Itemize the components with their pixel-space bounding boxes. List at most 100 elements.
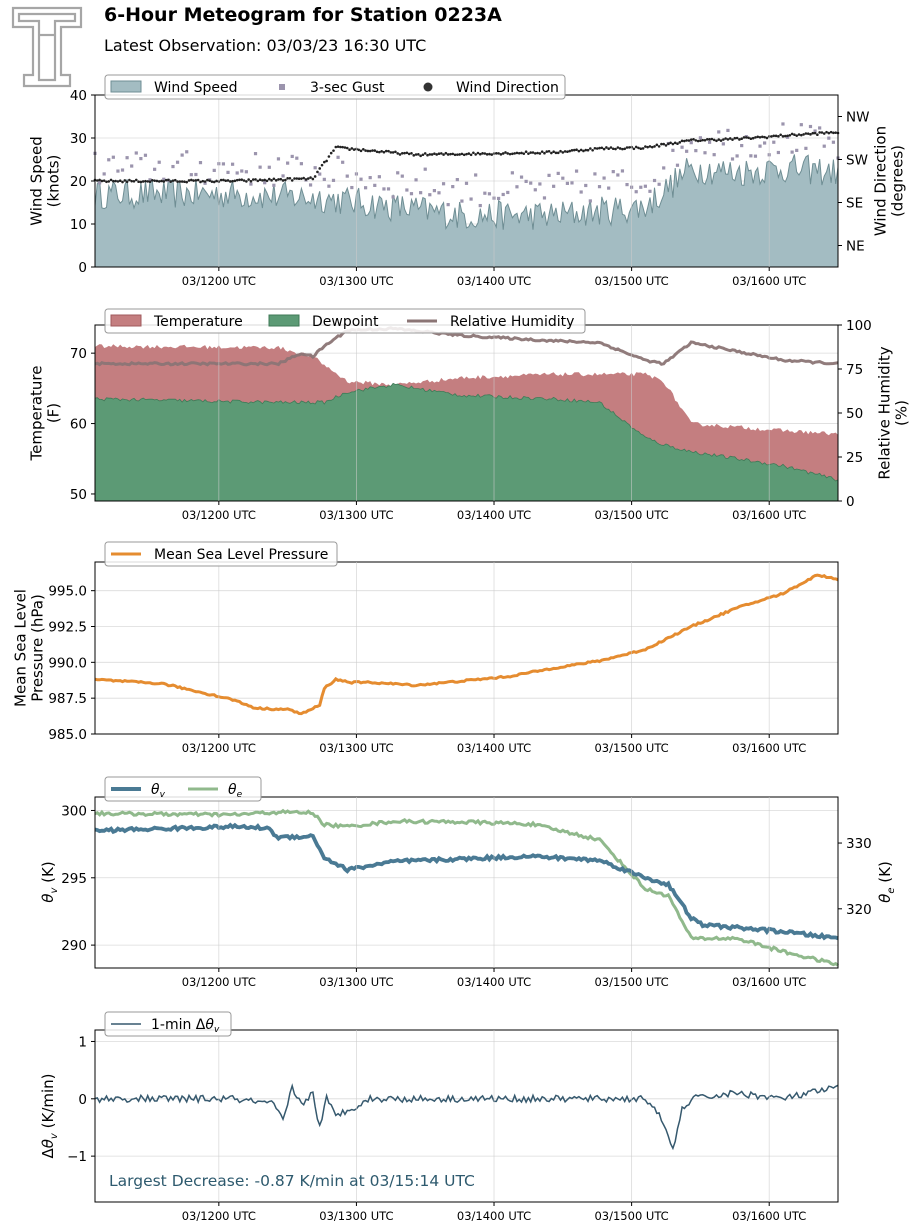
wind-direction-point xyxy=(515,151,519,155)
wind-direction-point xyxy=(577,149,581,153)
gust-marker xyxy=(662,166,666,170)
wind-direction-point xyxy=(547,149,551,153)
wind-direction-point xyxy=(112,179,115,183)
wind-direction-point xyxy=(233,179,237,183)
gust-marker xyxy=(717,130,721,134)
gust-marker xyxy=(313,166,317,170)
wind-direction-point xyxy=(378,150,381,154)
gust-marker xyxy=(652,178,657,183)
gust-marker xyxy=(703,151,707,155)
y2-tick-label: SE xyxy=(846,196,863,212)
y2-tick-label: NE xyxy=(846,239,865,255)
gust-marker xyxy=(419,191,423,195)
gust-marker xyxy=(134,151,138,155)
gust-marker xyxy=(758,144,762,148)
wind-direction-point xyxy=(715,139,718,143)
gust-marker xyxy=(597,185,602,189)
wind-direction-point xyxy=(611,147,615,151)
wind-direction-point xyxy=(148,180,152,183)
wind-direction-axis-title-line: Wind Direction xyxy=(872,126,890,236)
wind-direction-point xyxy=(802,133,805,136)
y2-tick-label: SW xyxy=(846,153,868,169)
y-tick-label: 985.0 xyxy=(48,727,87,743)
gust-marker xyxy=(97,181,102,185)
wind-direction-point xyxy=(593,146,597,150)
humidity-axis-title-line: (%) xyxy=(893,400,911,426)
wind-direction-point xyxy=(662,142,666,146)
wind-direction-point xyxy=(650,145,654,149)
gust-marker xyxy=(194,172,198,177)
gust-marker xyxy=(432,189,436,193)
wind-direction-point xyxy=(834,131,838,134)
wind-direction-point xyxy=(584,148,588,152)
x-tick-label: 03/1200 UTC xyxy=(182,508,256,522)
gust-marker xyxy=(111,155,115,159)
gust-marker xyxy=(675,163,680,167)
wind-direction-point xyxy=(318,167,322,170)
gust-marker xyxy=(253,152,258,156)
wind-direction-point xyxy=(435,153,438,156)
wind-direction-point xyxy=(362,148,365,151)
wind-direction-point xyxy=(781,135,785,138)
wind-direction-point xyxy=(258,178,262,182)
gust-marker xyxy=(721,142,725,146)
wind-direction-point xyxy=(678,141,682,144)
wind-speed-axis-title-line: (knots) xyxy=(45,155,63,208)
wind-direction-point xyxy=(726,138,730,141)
theta-e-axis-title: θe (K) xyxy=(876,861,897,903)
gust-marker xyxy=(469,197,473,201)
y2-tick-label: 320 xyxy=(846,902,872,918)
gust-marker xyxy=(157,160,161,164)
wind-direction-point xyxy=(343,146,347,149)
wind-direction-point xyxy=(462,153,466,157)
wind-direction-point xyxy=(738,138,741,141)
y-tick-label: 0 xyxy=(78,260,87,276)
wind-direction-point xyxy=(332,149,335,152)
wind-direction-point xyxy=(153,179,156,182)
wind-direction-point xyxy=(270,179,273,182)
wind-direction-point xyxy=(783,134,787,138)
wind-direction-point xyxy=(495,152,498,155)
wind-direction-point xyxy=(742,136,746,139)
gust-marker xyxy=(441,182,446,186)
gust-marker xyxy=(212,168,216,172)
wind-direction-point xyxy=(451,152,455,156)
gust-marker xyxy=(189,173,193,177)
wind-direction-point xyxy=(465,152,468,156)
wind-direction-point xyxy=(641,147,645,150)
wind-direction-point xyxy=(694,139,698,142)
x-tick-label: 03/1400 UTC xyxy=(457,741,531,755)
gust-marker xyxy=(726,128,730,133)
wind-direction-point xyxy=(320,163,324,167)
gust-marker xyxy=(753,154,758,158)
gust-marker xyxy=(428,193,432,197)
wind-direction-point xyxy=(327,155,331,158)
wind-direction-point xyxy=(600,146,604,150)
wind-direction-point xyxy=(306,177,310,180)
wind-direction-point xyxy=(744,136,748,139)
wind-direction-point xyxy=(453,153,457,157)
legend: Wind Speed 3-sec Gust Wind Direction xyxy=(104,74,566,100)
wind-direction-point xyxy=(134,178,138,182)
wind-direction-point xyxy=(747,136,750,140)
wind-direction-point xyxy=(238,178,241,182)
gust-marker xyxy=(153,167,157,171)
largest-decrease-annotation: Largest Decrease: -0.87 K/min at 03/15:1… xyxy=(109,1172,475,1190)
gust-marker xyxy=(286,161,290,165)
gust-marker xyxy=(634,190,638,194)
wind-direction-point xyxy=(352,148,356,151)
gust-marker xyxy=(616,173,620,177)
gust-marker xyxy=(799,123,803,127)
wind-direction-point xyxy=(183,180,186,184)
wind-direction-point xyxy=(226,179,230,182)
wind-direction-point xyxy=(256,179,260,183)
gust-marker xyxy=(607,186,611,190)
wind-direction-point xyxy=(394,150,397,154)
legend-swatch xyxy=(279,84,285,90)
wind-speed-axis-title-line: Wind Speed xyxy=(28,136,46,226)
wind-direction-point xyxy=(683,139,686,143)
y2-tick-label: 50 xyxy=(846,406,863,422)
theta-v-axis-title: θv (K) xyxy=(39,861,60,902)
wind-direction-point xyxy=(811,131,815,135)
wind-direction-point xyxy=(472,151,475,155)
